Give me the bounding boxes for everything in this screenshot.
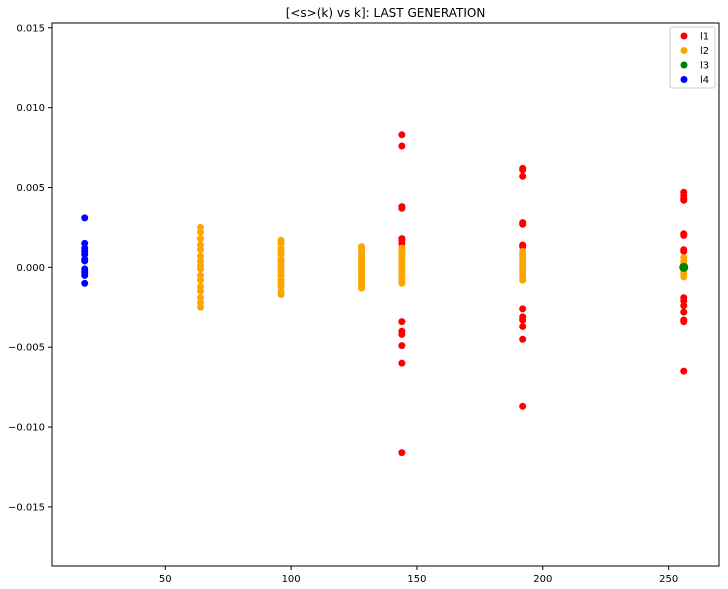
point-l1-0: [398, 131, 406, 139]
point-l2-79: [680, 273, 688, 281]
y-tick-label-6: 0.015: [16, 23, 45, 34]
y-tick-label-2: −0.005: [8, 343, 45, 354]
point-l1-15: [519, 166, 527, 174]
legend-marker-l3: [680, 61, 688, 69]
legend: l1 l2 l3 l4: [669, 26, 716, 89]
plot-frame: [51, 22, 720, 567]
legend-marker-l4: [680, 76, 688, 83]
point-l1-40: [680, 318, 688, 326]
point-l1-34: [680, 247, 688, 255]
series-l3: [679, 262, 689, 272]
series-l4: [81, 214, 89, 287]
point-l2-72: [519, 276, 527, 284]
point-l2-10: [197, 276, 204, 284]
legend-box: [669, 26, 716, 89]
point-l1-8: [398, 318, 406, 326]
point-l2-0: [197, 223, 204, 231]
y-tick-label-1: −0.010: [8, 423, 45, 434]
point-l1-37: [680, 302, 688, 310]
point-l2-14: [197, 298, 204, 306]
point-l2-13: [197, 294, 204, 302]
point-l1-16: [519, 172, 527, 180]
point-l1-20: [519, 243, 527, 251]
point-l1-18: [519, 220, 527, 228]
point-l2-6: [197, 257, 204, 265]
point-l4-6: [81, 257, 89, 265]
point-l4-4: [81, 251, 89, 259]
point-l1-25: [519, 335, 527, 343]
legend-marker-l2: [680, 47, 688, 54]
point-l1-12: [398, 359, 406, 367]
y-axis: −0.015 −0.010 −0.005 0.000 0.005 0.010 0.015: [8, 23, 52, 513]
point-l1-23: [519, 316, 527, 324]
series-l1: [398, 131, 688, 457]
point-l2-5: [197, 252, 204, 260]
point-l1-26: [519, 402, 527, 410]
point-l2-17: [277, 239, 285, 247]
point-l1-11: [398, 342, 406, 350]
point-l3-0: [679, 262, 689, 272]
point-l4-9: [81, 271, 89, 279]
point-l2-50: [358, 284, 366, 292]
point-l1-6: [398, 239, 406, 247]
point-l1-3: [398, 204, 406, 212]
legend-label-l2: l2: [700, 46, 709, 57]
chart-title: [<s>(k) vs k]: LAST GENERATION: [286, 6, 486, 20]
point-l2-31: [277, 291, 285, 298]
point-l1-41: [680, 367, 688, 375]
point-l2-15: [197, 303, 204, 311]
point-l2-29: [277, 283, 285, 291]
point-l2-9: [197, 271, 204, 279]
points-layer: [81, 131, 689, 457]
series-l2: [197, 223, 688, 311]
point-l2-12: [197, 287, 204, 295]
point-l1-10: [398, 330, 406, 338]
point-l1-24: [519, 322, 527, 330]
legend-marker-l1: [680, 32, 688, 40]
point-l1-32: [680, 231, 688, 239]
x-tick-label-2: 150: [407, 574, 426, 585]
point-l1-38: [680, 308, 688, 316]
x-tick-label-3: 200: [533, 574, 552, 585]
point-l2-8: [197, 265, 204, 273]
point-l2-2: [197, 235, 204, 243]
point-l1-1: [398, 142, 406, 150]
point-l2-20: [277, 251, 285, 259]
point-l2-4: [197, 246, 204, 254]
x-tick-label-1: 100: [282, 574, 301, 585]
point-l2-26: [277, 271, 285, 279]
legend-label-l4: l4: [700, 75, 709, 86]
point-l4-10: [81, 279, 89, 287]
point-l2-62: [398, 279, 406, 287]
point-l1-30: [680, 196, 688, 204]
point-l2-11: [197, 283, 204, 291]
y-tick-label-0: −0.015: [8, 502, 45, 513]
x-axis: 50 100 150 200 250: [159, 566, 678, 585]
legend-label-l3: l3: [700, 61, 709, 72]
point-l4-0: [81, 214, 89, 222]
point-l1-13: [398, 449, 406, 457]
y-tick-label-3: 0.000: [16, 263, 45, 274]
point-l1-21: [519, 305, 527, 313]
x-tick-label-4: 250: [659, 574, 678, 585]
y-tick-label-4: 0.005: [16, 183, 45, 194]
point-l1-36: [680, 297, 688, 305]
y-tick-label-5: 0.010: [16, 103, 45, 114]
point-l4-1: [81, 239, 89, 247]
point-l2-1: [197, 228, 204, 236]
legend-label-l1: l1: [700, 32, 709, 43]
point-l2-3: [197, 241, 204, 249]
x-tick-label-0: 50: [159, 574, 172, 585]
